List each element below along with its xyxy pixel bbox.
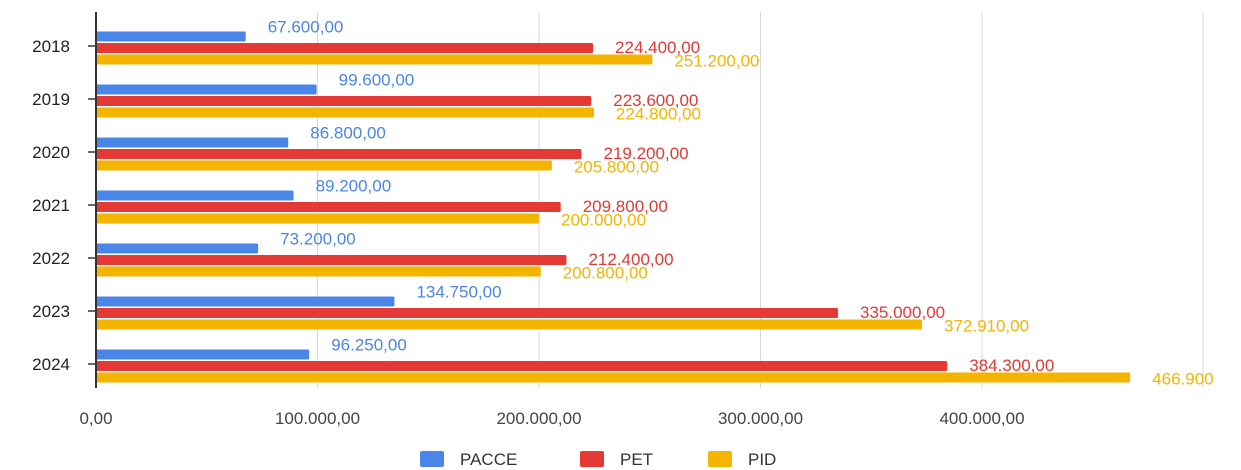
bar-pet-2020	[96, 149, 582, 159]
data-label: 89.200,00	[316, 177, 392, 196]
data-label: 466.900	[1152, 370, 1213, 389]
x-tick-label: 100.000,00	[275, 409, 360, 428]
data-label: 96.250,00	[331, 336, 407, 355]
data-label: 384.300,00	[969, 356, 1054, 375]
bar-pet-2022	[96, 255, 567, 265]
data-label: 224.400,00	[615, 38, 700, 57]
category-label: 2020	[32, 143, 70, 162]
bar-pid-2020	[96, 160, 552, 171]
data-label: 372.910,00	[944, 317, 1029, 336]
legend-label: PID	[748, 450, 776, 469]
bar-pet-2019	[96, 96, 592, 106]
bar-pid-2024	[96, 372, 1131, 383]
category-label: 2022	[32, 249, 70, 268]
data-label: 224.800,00	[616, 105, 701, 124]
data-label: 73.200,00	[280, 230, 356, 249]
data-label: 86.800,00	[310, 124, 386, 143]
bar-pacce-2019	[96, 84, 317, 95]
data-label: 251.200,00	[674, 52, 759, 71]
data-label: 99.600,00	[339, 71, 415, 90]
x-tick-label: 0,00	[79, 409, 112, 428]
legend-label: PACCE	[460, 450, 517, 469]
data-label: 205.800,00	[574, 158, 659, 177]
bar-pet-2018	[96, 43, 594, 53]
bar-pet-2021	[96, 202, 561, 212]
category-label: 2019	[32, 90, 70, 109]
bar-pacce-2020	[96, 137, 289, 148]
legend-swatch-pid	[708, 451, 732, 467]
legend-swatch-pet	[580, 451, 604, 467]
data-label: 67.600,00	[268, 18, 344, 37]
data-label: 335.000,00	[860, 303, 945, 322]
data-label: 200.800,00	[563, 264, 648, 283]
bar-pacce-2021	[96, 190, 294, 201]
data-label: 209.800,00	[583, 197, 668, 216]
data-label: 212.400,00	[588, 250, 673, 269]
data-label: 223.600,00	[613, 91, 698, 110]
bar-pid-2022	[96, 266, 541, 277]
category-label: 2021	[32, 196, 70, 215]
category-label: 2023	[32, 302, 70, 321]
legend-label: PET	[620, 450, 653, 469]
bar-pet-2024	[96, 361, 948, 371]
bar-pid-2021	[96, 213, 539, 224]
bar-pet-2023	[96, 308, 839, 318]
bar-pacce-2022	[96, 243, 259, 254]
x-tick-label: 300.000,00	[718, 409, 803, 428]
bar-pacce-2018	[96, 31, 246, 42]
bar-pacce-2023	[96, 296, 395, 307]
bar-pid-2023	[96, 319, 922, 330]
bar-pacce-2024	[96, 349, 310, 360]
category-label: 2024	[32, 355, 70, 374]
x-tick-label: 400.000,00	[939, 409, 1024, 428]
x-tick-label: 200.000,00	[496, 409, 581, 428]
bar-pid-2019	[96, 107, 594, 118]
data-label: 134.750,00	[416, 283, 501, 302]
legend-swatch-pacce	[420, 451, 444, 467]
data-label: 200.000,00	[561, 211, 646, 230]
bar-pid-2018	[96, 54, 653, 65]
category-label: 2018	[32, 37, 70, 56]
data-label: 219.200,00	[604, 144, 689, 163]
